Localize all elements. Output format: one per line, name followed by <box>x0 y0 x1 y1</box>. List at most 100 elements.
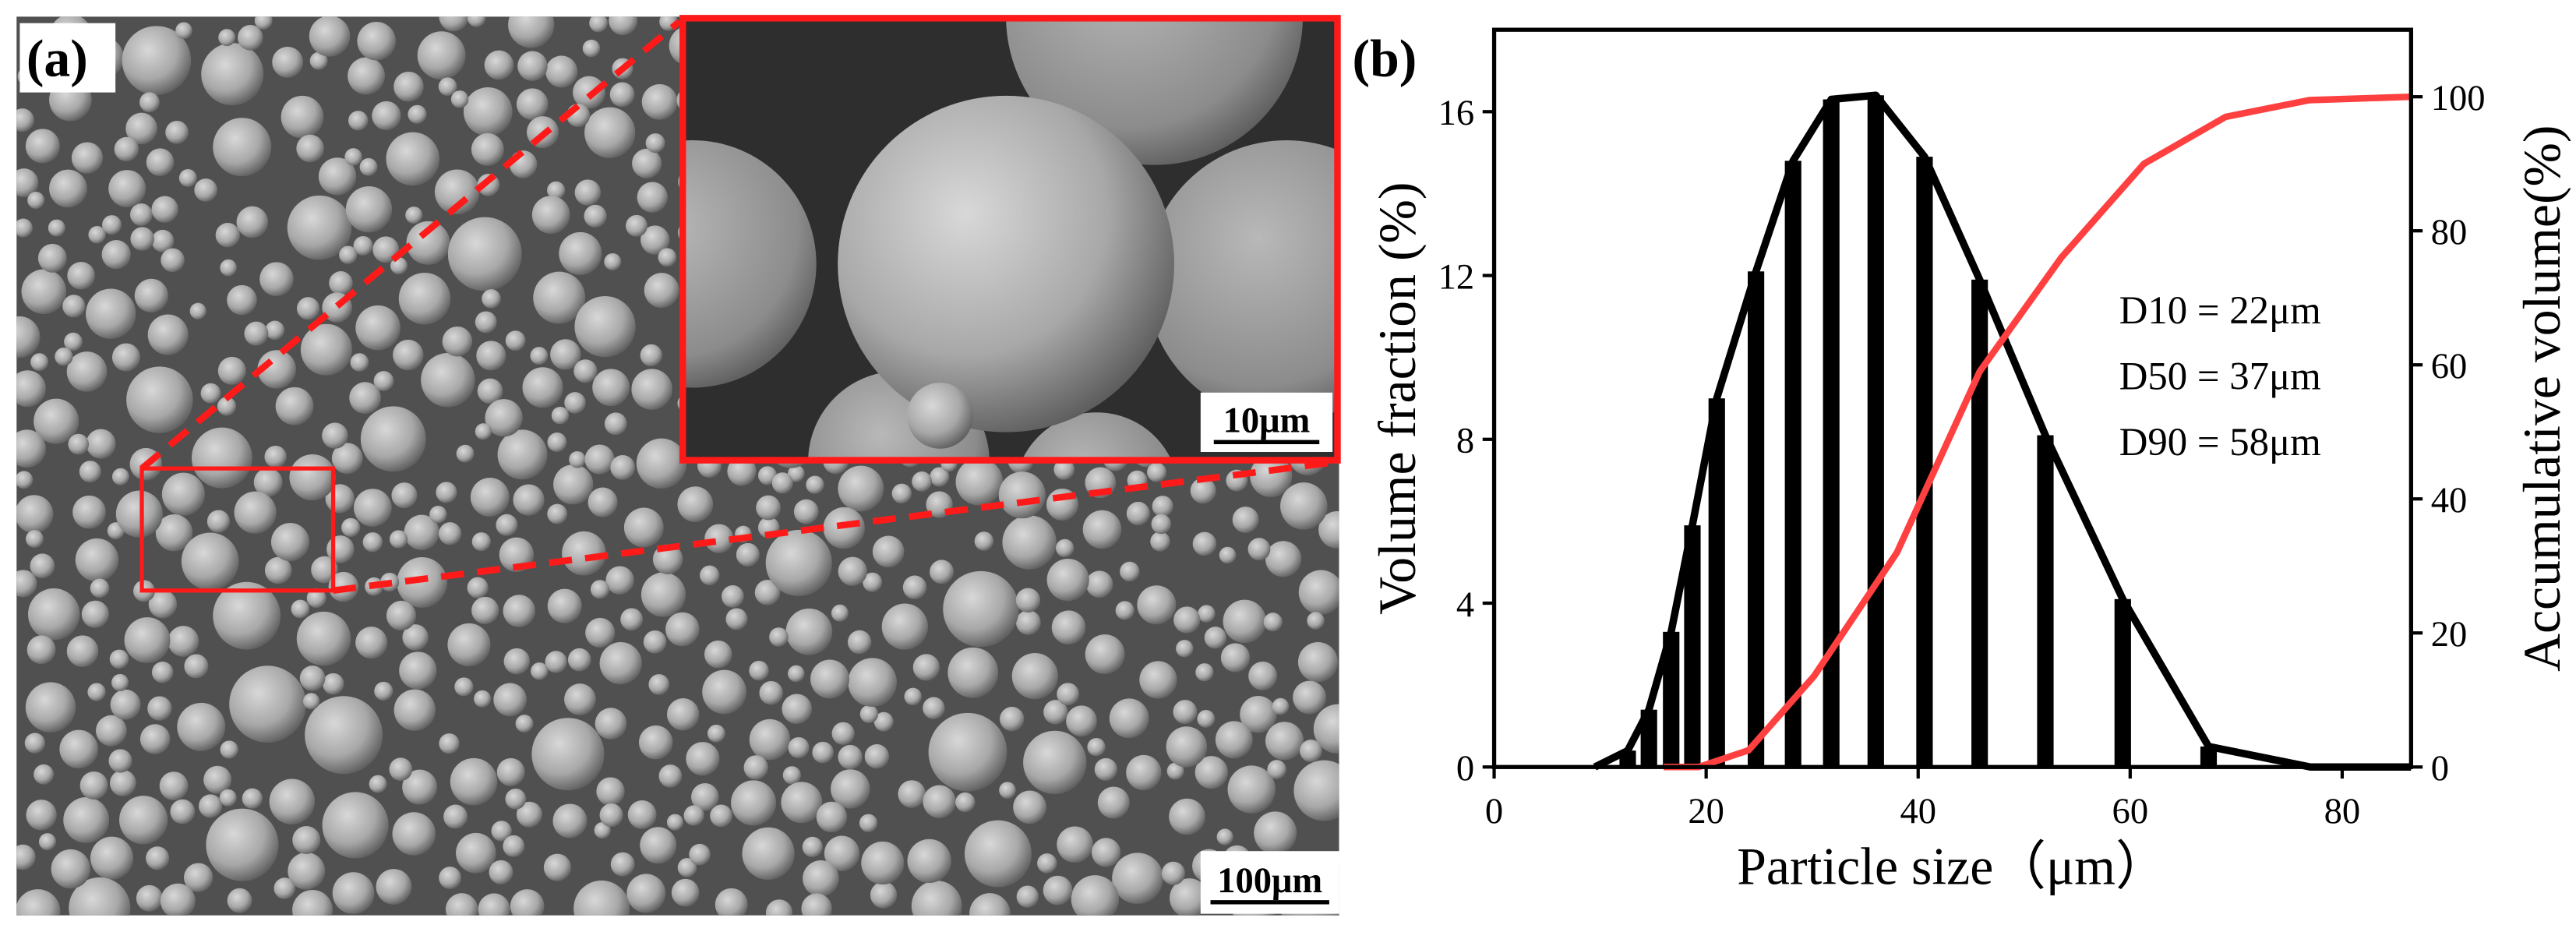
particle <box>348 111 369 131</box>
particle <box>237 25 263 51</box>
particle <box>124 617 171 663</box>
particle <box>151 196 178 223</box>
particle <box>299 665 326 691</box>
particle <box>1293 680 1326 715</box>
particle <box>943 570 1019 648</box>
particle <box>406 221 450 265</box>
particle <box>872 535 905 568</box>
particle <box>1016 885 1039 908</box>
particle <box>281 95 324 139</box>
particle <box>531 662 549 680</box>
particle <box>229 665 306 743</box>
particle <box>736 542 760 567</box>
particle <box>130 227 154 251</box>
particle <box>1173 700 1198 725</box>
particle <box>496 757 525 786</box>
particle <box>1190 478 1216 504</box>
particle <box>189 302 206 319</box>
particle <box>550 339 581 370</box>
particle <box>1293 760 1339 821</box>
particle <box>447 623 491 666</box>
particle <box>648 674 670 695</box>
particle <box>359 157 378 176</box>
particle <box>303 693 320 710</box>
particle <box>742 827 795 881</box>
particle <box>194 178 217 202</box>
particle <box>1240 696 1277 733</box>
particle <box>463 87 513 136</box>
particle <box>49 169 87 208</box>
particle <box>1085 634 1125 674</box>
particle <box>227 284 257 316</box>
particle <box>1248 662 1278 690</box>
particle <box>599 803 623 828</box>
particle <box>478 893 510 916</box>
particle <box>254 16 273 30</box>
particle <box>573 359 598 383</box>
particle <box>1071 875 1120 916</box>
particle <box>1000 707 1025 732</box>
particle <box>289 454 336 501</box>
particle <box>749 718 791 761</box>
zoom-box <box>139 466 336 593</box>
y-axis-label: Volume fraction (%) <box>1368 182 1427 615</box>
particle <box>119 796 168 845</box>
particle <box>590 580 610 599</box>
particle <box>562 531 606 576</box>
particle <box>569 450 586 468</box>
particle <box>505 330 526 351</box>
particle <box>219 789 237 807</box>
particle <box>785 608 833 655</box>
particle <box>517 51 548 82</box>
particle <box>864 744 890 769</box>
particle <box>640 827 677 864</box>
particle <box>1267 760 1286 779</box>
particle <box>109 649 129 669</box>
particle <box>348 57 385 95</box>
particle <box>584 204 607 228</box>
particle <box>436 482 457 503</box>
particle <box>257 350 296 389</box>
particle <box>300 323 352 376</box>
particle <box>270 523 310 562</box>
particle <box>471 532 491 552</box>
particle <box>485 399 523 437</box>
particle <box>503 595 536 627</box>
particle <box>81 600 109 628</box>
particle <box>110 689 141 720</box>
particle <box>1176 640 1194 658</box>
particle <box>349 382 381 414</box>
particle <box>1166 762 1184 780</box>
particle <box>322 673 344 695</box>
chart: 0 20 40 60 80 0 4 8 12 16 0 20 40 60 80 100 Particle siz… <box>1368 27 2571 896</box>
particle <box>16 844 36 870</box>
particle <box>522 367 563 408</box>
particle <box>870 881 898 909</box>
bar <box>1971 279 1988 768</box>
particle <box>191 427 252 489</box>
particle <box>1194 756 1228 789</box>
particle <box>816 801 848 833</box>
particle <box>589 16 608 33</box>
particle <box>146 148 175 176</box>
particle <box>666 698 700 731</box>
particle <box>220 259 237 277</box>
particle <box>510 889 545 916</box>
particle <box>75 538 119 582</box>
x-tick-label: 80 <box>2324 792 2361 831</box>
particle <box>405 207 423 224</box>
particle <box>95 715 127 747</box>
particle <box>1265 722 1304 761</box>
particle <box>30 353 49 372</box>
particle <box>771 472 793 494</box>
sem-inset <box>683 18 1338 461</box>
particle <box>644 273 679 309</box>
particle <box>1152 496 1173 517</box>
particle <box>1043 700 1068 725</box>
particle <box>183 863 213 892</box>
particle <box>588 487 618 517</box>
particle <box>1254 811 1297 855</box>
particle <box>111 468 129 485</box>
particle <box>357 22 396 61</box>
particle <box>769 627 789 647</box>
